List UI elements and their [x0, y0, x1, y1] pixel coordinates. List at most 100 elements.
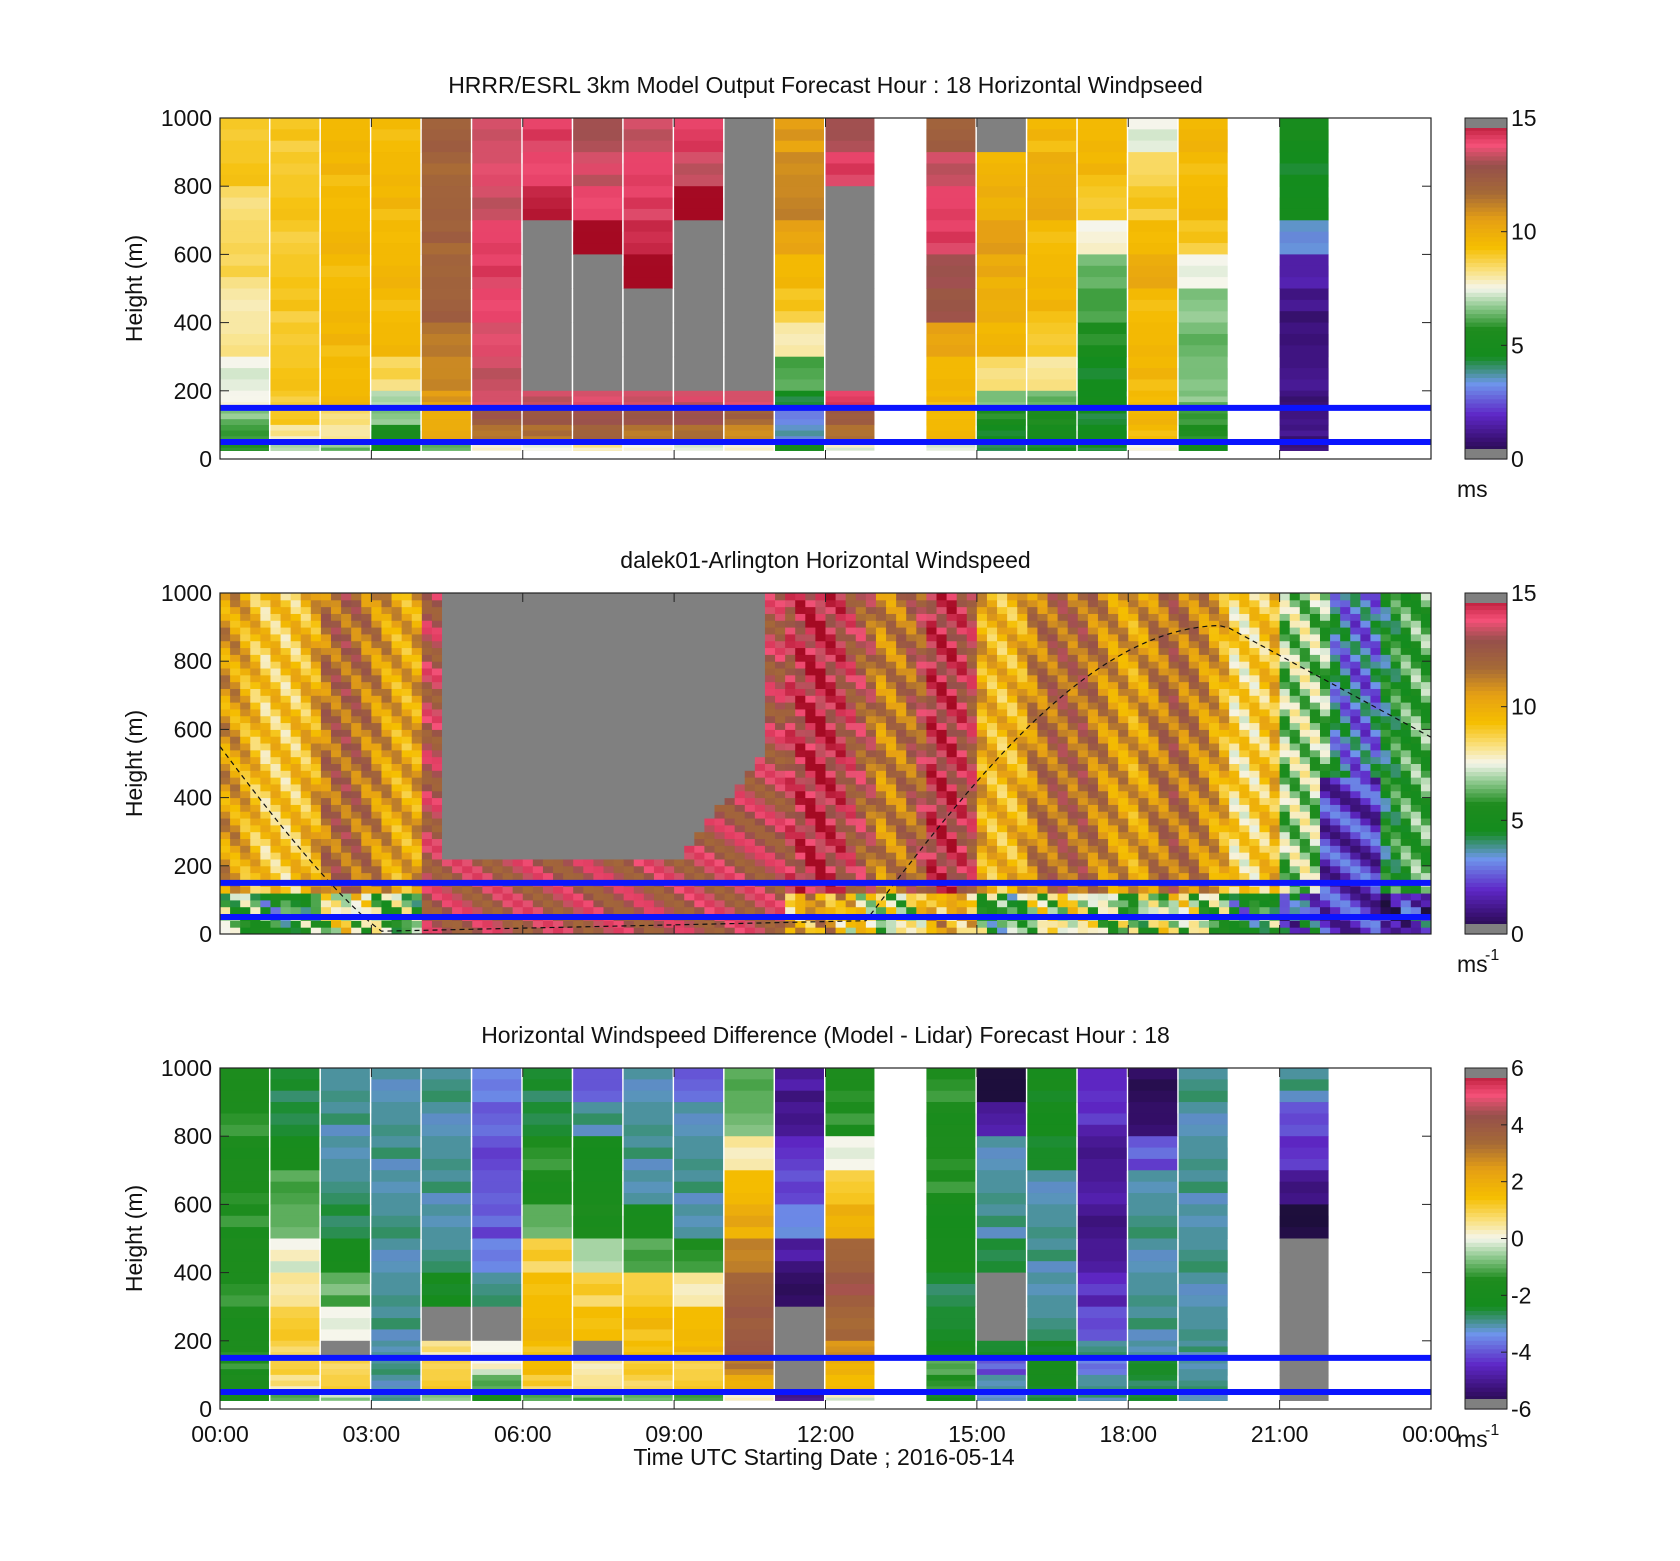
heatmap-cell [270, 702, 282, 710]
heatmap-cell [371, 661, 382, 669]
heatmap-cell [724, 763, 736, 771]
heatmap-cell [936, 838, 948, 846]
heatmap-cell [401, 804, 413, 812]
heatmap-band [976, 368, 1026, 380]
heatmap-cell [270, 613, 282, 621]
heatmap-cell [764, 811, 776, 819]
heatmap-cell [1007, 906, 1018, 915]
heatmap-cell [421, 797, 433, 805]
heatmap-cell [532, 783, 544, 792]
heatmap-cell [775, 749, 786, 758]
heatmap-cell [351, 845, 362, 853]
heatmap-cell [956, 865, 968, 874]
heatmap-cell [754, 886, 766, 894]
heatmap-cell [260, 708, 271, 717]
heatmap-cell [341, 886, 352, 894]
heatmap-cell [1017, 708, 1028, 717]
heatmap-cell [845, 906, 857, 915]
heatmap-cell [492, 654, 504, 662]
heatmap-cell [734, 899, 746, 908]
heatmap-cell [502, 893, 514, 901]
heatmap-cell [280, 886, 292, 894]
heatmap-cell [886, 831, 897, 840]
heatmap-cell [331, 756, 342, 764]
heatmap-cell [976, 824, 988, 833]
heatmap-cell [361, 756, 372, 764]
heatmap-cell [653, 920, 665, 928]
heatmap-cell [815, 749, 826, 758]
heatmap-cell [452, 899, 463, 908]
colorbar-swatch [1465, 173, 1507, 179]
heatmap-cell [815, 606, 826, 614]
heatmap-cell [1027, 886, 1038, 894]
heatmap-cell [653, 824, 665, 833]
heatmap-cell [401, 593, 413, 601]
heatmap-cell [300, 797, 312, 805]
heatmap-cell [805, 749, 816, 758]
heatmap-cell [563, 702, 574, 710]
heatmap-cell [401, 831, 413, 840]
colorbar-swatch [1465, 279, 1507, 285]
panel-title: HRRR/ESRL 3km Model Output Forecast Hour… [448, 72, 1203, 98]
heatmap-cell [674, 640, 685, 649]
heatmap-cell [674, 797, 685, 805]
heatmap-cell [744, 831, 756, 840]
heatmap-cell [815, 633, 826, 642]
heatmap-cell [280, 749, 292, 758]
heatmap-cell [775, 927, 786, 935]
heatmap-cell [1047, 797, 1059, 805]
heatmap-cell [704, 927, 715, 935]
heatmap-cell [341, 736, 352, 744]
heatmap-cell [250, 865, 261, 874]
heatmap-cell [290, 668, 302, 676]
heatmap-cell [391, 749, 403, 758]
heatmap-cell [593, 736, 604, 744]
heatmap-cell [220, 661, 231, 669]
heatmap-cell [310, 606, 322, 614]
heatmap-cell [310, 681, 322, 689]
heatmap-cell [875, 322, 925, 358]
heatmap-cell [532, 818, 544, 826]
heatmap-cell [401, 838, 413, 846]
colorbar-swatch [1465, 275, 1507, 281]
heatmap-cell [320, 736, 332, 744]
heatmap-band [421, 140, 471, 153]
heatmap-cell [684, 811, 695, 819]
heatmap-cell [936, 661, 948, 669]
heatmap-cell [815, 865, 826, 874]
heatmap-cell [361, 797, 372, 805]
heatmap-cell [764, 749, 776, 758]
heatmap-cell [785, 661, 796, 669]
heatmap-cell [583, 756, 594, 764]
heatmap-cell [351, 668, 362, 676]
heatmap-cell [946, 743, 958, 751]
heatmap-cell [886, 927, 897, 935]
heatmap-cell [825, 763, 837, 771]
colorbar-swatch [1465, 156, 1507, 162]
heatmap-band [1027, 345, 1077, 357]
colorbar-under [1465, 449, 1507, 459]
heatmap-cell [805, 613, 816, 621]
heatmap-cell [764, 783, 776, 792]
heatmap-cell [553, 729, 564, 737]
heatmap-band [1178, 129, 1228, 141]
heatmap-cell [593, 688, 604, 696]
heatmap-cell [401, 722, 413, 730]
heatmap-cell [694, 599, 705, 608]
heatmap-cell [512, 845, 524, 853]
heatmap-cell [381, 927, 393, 935]
heatmap-cell [805, 818, 816, 826]
heatmap-cell [421, 927, 433, 935]
heatmap-cell [704, 620, 715, 628]
heatmap-cell [371, 633, 382, 642]
heatmap-cell [845, 668, 857, 676]
heatmap-cell [331, 920, 342, 928]
heatmap-cell [704, 777, 715, 785]
heatmap-cell [613, 681, 625, 689]
heatmap-cell [411, 858, 423, 867]
heatmap-cell [643, 722, 655, 730]
heatmap-cell [1017, 811, 1028, 819]
heatmap-cell [643, 865, 655, 874]
heatmap-cell [1027, 668, 1038, 676]
heatmap-cell [452, 865, 463, 874]
